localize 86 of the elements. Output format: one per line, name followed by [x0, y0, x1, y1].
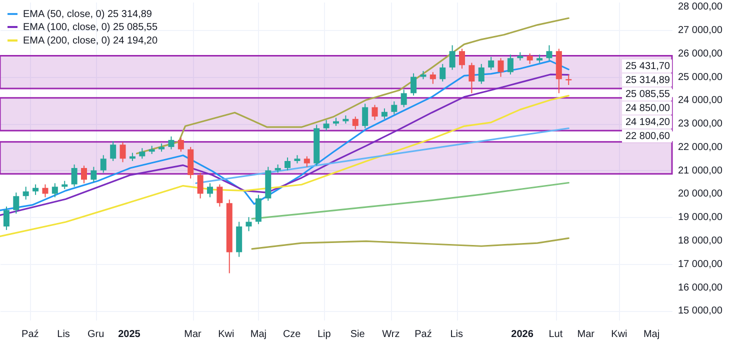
x-tick-label: Paź — [414, 329, 432, 340]
line-series — [0, 94, 570, 238]
candlestick — [546, 44, 552, 61]
candlestick — [478, 63, 484, 84]
x-tick-label: Maj — [643, 329, 660, 340]
candlestick — [400, 89, 407, 108]
y-tick-label: 18 000,00 — [678, 236, 723, 246]
x-tick-label: Lut — [548, 329, 563, 340]
legend-label: EMA (100, close, 0) 25 085,55 — [23, 22, 158, 33]
candlestick — [52, 182, 58, 198]
annotation: 25 431,70 — [626, 61, 670, 72]
x-tick-label: 2026 — [511, 329, 534, 340]
x-tick-label: Lip — [317, 329, 332, 340]
x-tick-label: Mar — [184, 329, 202, 340]
x-tick-label: Maj — [250, 329, 267, 340]
y-tick-label: 24 000,00 — [678, 95, 723, 106]
x-tick-label: Mar — [577, 329, 596, 340]
candlestick — [3, 206, 10, 230]
candlestick — [178, 137, 184, 152]
candlestick — [566, 74, 572, 86]
x-tick-label: Wrz — [382, 329, 400, 340]
candlestick — [22, 186, 29, 200]
candlestick — [372, 104, 378, 121]
annotation: 25 085,55 — [626, 89, 670, 100]
y-tick-label: 15 000,00 — [678, 306, 723, 317]
y-tick-label: 28 000,00 — [678, 2, 723, 13]
candlestick — [139, 148, 146, 160]
annotation: 24 194,20 — [626, 117, 670, 128]
annotation: 25 314,89 — [626, 75, 670, 86]
x-tick-label: Paź — [22, 329, 39, 340]
candlestick — [42, 184, 48, 198]
line-series — [251, 237, 570, 250]
candlestick — [246, 216, 252, 232]
candlestick — [32, 184, 39, 196]
candlestick — [255, 194, 262, 225]
candlestick — [352, 116, 358, 130]
y-tick-label: 23 000,00 — [678, 118, 723, 130]
candlestick — [216, 184, 223, 208]
x-tick-label: 2025 — [118, 329, 141, 340]
candlestick — [71, 164, 78, 188]
candlestick — [391, 100, 398, 115]
candlestick — [362, 103, 368, 129]
x-tick-label: Cze — [282, 329, 302, 340]
candlestick — [498, 58, 504, 78]
line-series — [251, 182, 570, 220]
candlestick — [449, 44, 456, 70]
y-tick-label: 27 000,00 — [678, 25, 723, 36]
candlestick — [13, 192, 20, 214]
x-tick-label: Kwi — [611, 329, 628, 340]
x-tick-label: Lis — [57, 329, 70, 340]
candlestick — [100, 154, 106, 174]
candlestick — [526, 52, 533, 64]
y-tick-label: 22 000,00 — [678, 142, 723, 153]
candlestick — [323, 120, 330, 132]
x-tick-label: Sie — [350, 329, 366, 340]
candlestick — [304, 156, 310, 168]
y-tick-label: 21 000,00 — [678, 165, 723, 176]
candlestick — [81, 165, 87, 184]
x-tick-label: Kwi — [218, 329, 234, 340]
candlestick — [440, 63, 446, 82]
candlestick — [110, 140, 116, 162]
candlestick — [90, 166, 97, 183]
candlestick — [120, 142, 126, 163]
candlestick — [284, 156, 291, 171]
y-tick-label: 17 000,00 — [678, 258, 723, 270]
legend-label: EMA (50, close, 0) 25 314,89 — [23, 9, 152, 20]
y-tick-label: 16 000,00 — [678, 282, 723, 294]
x-tick-label: Lis — [450, 329, 464, 340]
candlestick — [168, 136, 174, 150]
candlestick — [488, 56, 494, 70]
annotation: 22 800,60 — [626, 131, 670, 142]
candlestick — [207, 182, 213, 198]
candlestick — [197, 172, 204, 199]
candlestick — [381, 108, 388, 120]
y-tick-label: 26 000,00 — [678, 48, 723, 60]
candlestick — [410, 72, 417, 96]
y-tick-label: 20 000,00 — [678, 188, 723, 200]
legend-label: EMA (200, close, 0) 24 194,20 — [23, 36, 158, 46]
x-tick-label: Gru — [88, 329, 104, 340]
y-tick-label: 19 000,00 — [678, 212, 723, 224]
y-tick-label: 25 000,00 — [678, 72, 723, 83]
candlestick — [468, 62, 475, 94]
candlestick — [459, 48, 465, 70]
candlestick — [430, 72, 436, 84]
candlestick — [507, 54, 514, 75]
annotation: 24 850,00 — [626, 103, 670, 114]
